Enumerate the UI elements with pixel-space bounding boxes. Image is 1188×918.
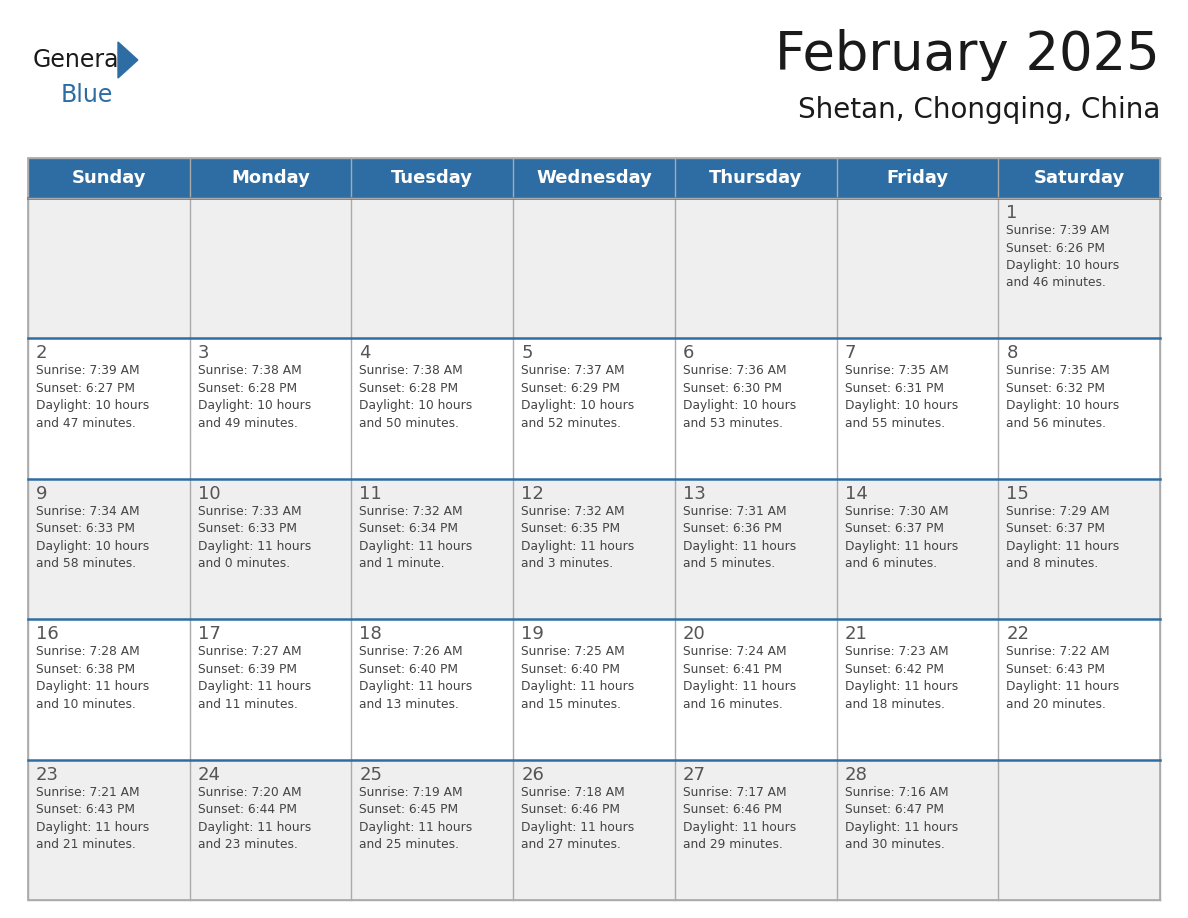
Text: Sunrise: 7:16 AM
Sunset: 6:47 PM
Daylight: 11 hours
and 30 minutes.: Sunrise: 7:16 AM Sunset: 6:47 PM Dayligh…	[845, 786, 958, 851]
Text: 23: 23	[36, 766, 59, 784]
Text: Sunrise: 7:31 AM
Sunset: 6:36 PM
Daylight: 11 hours
and 5 minutes.: Sunrise: 7:31 AM Sunset: 6:36 PM Dayligh…	[683, 505, 796, 570]
Text: Blue: Blue	[61, 83, 113, 107]
Text: Sunrise: 7:22 AM
Sunset: 6:43 PM
Daylight: 11 hours
and 20 minutes.: Sunrise: 7:22 AM Sunset: 6:43 PM Dayligh…	[1006, 645, 1119, 711]
Bar	[29, 158, 1159, 198]
Text: Sunrise: 7:39 AM
Sunset: 6:26 PM
Daylight: 10 hours
and 46 minutes.: Sunrise: 7:39 AM Sunset: 6:26 PM Dayligh…	[1006, 224, 1119, 289]
Text: 28: 28	[845, 766, 867, 784]
Text: 19: 19	[522, 625, 544, 644]
Text: Sunrise: 7:21 AM
Sunset: 6:43 PM
Daylight: 11 hours
and 21 minutes.: Sunrise: 7:21 AM Sunset: 6:43 PM Dayligh…	[36, 786, 150, 851]
Polygon shape	[118, 42, 138, 78]
Text: 18: 18	[360, 625, 383, 644]
Text: 7: 7	[845, 344, 857, 363]
Text: Friday: Friday	[886, 169, 948, 187]
Text: Sunrise: 7:27 AM
Sunset: 6:39 PM
Daylight: 11 hours
and 11 minutes.: Sunrise: 7:27 AM Sunset: 6:39 PM Dayligh…	[197, 645, 311, 711]
Text: Sunrise: 7:38 AM
Sunset: 6:28 PM
Daylight: 10 hours
and 49 minutes.: Sunrise: 7:38 AM Sunset: 6:28 PM Dayligh…	[197, 364, 311, 430]
Text: 8: 8	[1006, 344, 1018, 363]
Text: Sunrise: 7:30 AM
Sunset: 6:37 PM
Daylight: 11 hours
and 6 minutes.: Sunrise: 7:30 AM Sunset: 6:37 PM Dayligh…	[845, 505, 958, 570]
Text: 1: 1	[1006, 204, 1018, 222]
Text: Sunrise: 7:32 AM
Sunset: 6:35 PM
Daylight: 11 hours
and 3 minutes.: Sunrise: 7:32 AM Sunset: 6:35 PM Dayligh…	[522, 505, 634, 570]
Text: Sunrise: 7:34 AM
Sunset: 6:33 PM
Daylight: 10 hours
and 58 minutes.: Sunrise: 7:34 AM Sunset: 6:33 PM Dayligh…	[36, 505, 150, 570]
Text: Sunrise: 7:39 AM
Sunset: 6:27 PM
Daylight: 10 hours
and 47 minutes.: Sunrise: 7:39 AM Sunset: 6:27 PM Dayligh…	[36, 364, 150, 430]
Bar	[29, 198, 1159, 339]
Text: Sunrise: 7:17 AM
Sunset: 6:46 PM
Daylight: 11 hours
and 29 minutes.: Sunrise: 7:17 AM Sunset: 6:46 PM Dayligh…	[683, 786, 796, 851]
Text: Sunrise: 7:19 AM
Sunset: 6:45 PM
Daylight: 11 hours
and 25 minutes.: Sunrise: 7:19 AM Sunset: 6:45 PM Dayligh…	[360, 786, 473, 851]
Text: 2: 2	[36, 344, 48, 363]
Text: 15: 15	[1006, 485, 1029, 503]
Text: 25: 25	[360, 766, 383, 784]
Text: Saturday: Saturday	[1034, 169, 1125, 187]
Text: Sunday: Sunday	[71, 169, 146, 187]
Text: 9: 9	[36, 485, 48, 503]
Text: Sunrise: 7:23 AM
Sunset: 6:42 PM
Daylight: 11 hours
and 18 minutes.: Sunrise: 7:23 AM Sunset: 6:42 PM Dayligh…	[845, 645, 958, 711]
Text: 4: 4	[360, 344, 371, 363]
Text: Thursday: Thursday	[709, 169, 802, 187]
Text: 16: 16	[36, 625, 58, 644]
Bar	[29, 620, 1159, 759]
Text: 27: 27	[683, 766, 706, 784]
Text: Sunrise: 7:37 AM
Sunset: 6:29 PM
Daylight: 10 hours
and 52 minutes.: Sunrise: 7:37 AM Sunset: 6:29 PM Dayligh…	[522, 364, 634, 430]
Text: 14: 14	[845, 485, 867, 503]
Text: Sunrise: 7:20 AM
Sunset: 6:44 PM
Daylight: 11 hours
and 23 minutes.: Sunrise: 7:20 AM Sunset: 6:44 PM Dayligh…	[197, 786, 311, 851]
Text: Sunrise: 7:38 AM
Sunset: 6:28 PM
Daylight: 10 hours
and 50 minutes.: Sunrise: 7:38 AM Sunset: 6:28 PM Dayligh…	[360, 364, 473, 430]
Bar	[29, 759, 1159, 900]
Text: 22: 22	[1006, 625, 1029, 644]
Text: 5: 5	[522, 344, 532, 363]
Text: 21: 21	[845, 625, 867, 644]
Text: Sunrise: 7:32 AM
Sunset: 6:34 PM
Daylight: 11 hours
and 1 minute.: Sunrise: 7:32 AM Sunset: 6:34 PM Dayligh…	[360, 505, 473, 570]
Text: 17: 17	[197, 625, 221, 644]
Text: Sunrise: 7:24 AM
Sunset: 6:41 PM
Daylight: 11 hours
and 16 minutes.: Sunrise: 7:24 AM Sunset: 6:41 PM Dayligh…	[683, 645, 796, 711]
Text: Sunrise: 7:35 AM
Sunset: 6:32 PM
Daylight: 10 hours
and 56 minutes.: Sunrise: 7:35 AM Sunset: 6:32 PM Dayligh…	[1006, 364, 1119, 430]
Text: 26: 26	[522, 766, 544, 784]
Text: Sunrise: 7:33 AM
Sunset: 6:33 PM
Daylight: 11 hours
and 0 minutes.: Sunrise: 7:33 AM Sunset: 6:33 PM Dayligh…	[197, 505, 311, 570]
Text: 10: 10	[197, 485, 220, 503]
Text: Sunrise: 7:36 AM
Sunset: 6:30 PM
Daylight: 10 hours
and 53 minutes.: Sunrise: 7:36 AM Sunset: 6:30 PM Dayligh…	[683, 364, 796, 430]
Text: Tuesday: Tuesday	[391, 169, 473, 187]
Text: General: General	[33, 48, 126, 72]
Text: 6: 6	[683, 344, 694, 363]
Text: 13: 13	[683, 485, 706, 503]
Bar	[29, 158, 1159, 900]
Text: Wednesday: Wednesday	[536, 169, 652, 187]
Text: 12: 12	[522, 485, 544, 503]
Text: Sunrise: 7:25 AM
Sunset: 6:40 PM
Daylight: 11 hours
and 15 minutes.: Sunrise: 7:25 AM Sunset: 6:40 PM Dayligh…	[522, 645, 634, 711]
Text: 3: 3	[197, 344, 209, 363]
Text: Sunrise: 7:29 AM
Sunset: 6:37 PM
Daylight: 11 hours
and 8 minutes.: Sunrise: 7:29 AM Sunset: 6:37 PM Dayligh…	[1006, 505, 1119, 570]
Text: Monday: Monday	[232, 169, 310, 187]
Text: Shetan, Chongqing, China: Shetan, Chongqing, China	[797, 96, 1159, 124]
Text: 20: 20	[683, 625, 706, 644]
Text: Sunrise: 7:28 AM
Sunset: 6:38 PM
Daylight: 11 hours
and 10 minutes.: Sunrise: 7:28 AM Sunset: 6:38 PM Dayligh…	[36, 645, 150, 711]
Bar	[29, 339, 1159, 479]
Text: Sunrise: 7:18 AM
Sunset: 6:46 PM
Daylight: 11 hours
and 27 minutes.: Sunrise: 7:18 AM Sunset: 6:46 PM Dayligh…	[522, 786, 634, 851]
Text: February 2025: February 2025	[776, 29, 1159, 81]
Text: Sunrise: 7:26 AM
Sunset: 6:40 PM
Daylight: 11 hours
and 13 minutes.: Sunrise: 7:26 AM Sunset: 6:40 PM Dayligh…	[360, 645, 473, 711]
Bar	[29, 479, 1159, 620]
Text: Sunrise: 7:35 AM
Sunset: 6:31 PM
Daylight: 10 hours
and 55 minutes.: Sunrise: 7:35 AM Sunset: 6:31 PM Dayligh…	[845, 364, 958, 430]
Text: 11: 11	[360, 485, 383, 503]
Text: 24: 24	[197, 766, 221, 784]
